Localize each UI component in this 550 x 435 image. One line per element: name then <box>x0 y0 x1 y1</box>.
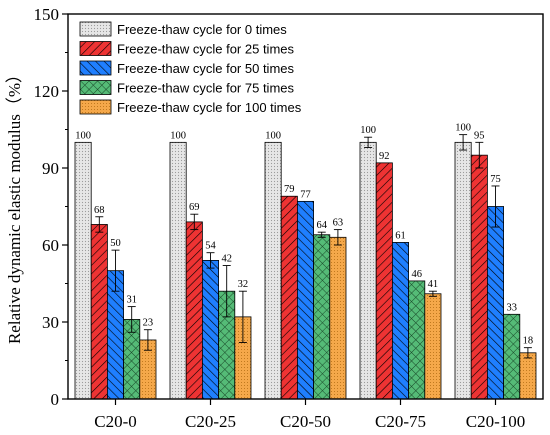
legend-label: Freeze-thaw cycle for 75 times <box>117 81 295 96</box>
bar <box>280 195 298 400</box>
data-label: 64 <box>316 220 327 231</box>
bar <box>264 141 282 400</box>
y-axis-title: Relative dynamic elastic modulus（%） <box>5 66 24 344</box>
data-label: 63 <box>333 218 344 229</box>
legend-swatch <box>79 60 112 76</box>
data-label: 46 <box>411 269 422 280</box>
data-label: 68 <box>94 205 105 216</box>
data-label: 41 <box>428 279 439 290</box>
data-label: 100 <box>455 123 471 134</box>
bar <box>503 313 521 400</box>
plot-border <box>67 13 544 400</box>
bar <box>296 200 314 400</box>
data-label: 61 <box>395 230 406 241</box>
data-label: 18 <box>523 336 534 347</box>
bar <box>391 242 409 400</box>
y-tick-label: 150 <box>34 5 60 24</box>
data-label: 50 <box>110 238 121 249</box>
data-label: 100 <box>170 130 186 141</box>
bar <box>74 141 92 400</box>
error-bars-group <box>95 134 532 359</box>
bar <box>424 293 442 400</box>
y-tick-label: 60 <box>42 236 59 255</box>
legend-label: Freeze-thaw cycle for 50 times <box>117 61 295 76</box>
bar <box>169 141 187 400</box>
bar <box>470 154 488 400</box>
data-label: 92 <box>379 151 390 162</box>
bar-series-group <box>74 141 537 400</box>
bar <box>201 259 219 400</box>
bar <box>359 141 377 400</box>
legend-swatch <box>79 99 112 115</box>
bar <box>185 221 203 400</box>
bar <box>519 352 537 400</box>
bar <box>408 280 426 400</box>
legend-swatch <box>79 80 112 95</box>
y-tick-label: 30 <box>42 313 59 332</box>
data-label: 100 <box>360 125 376 136</box>
legend: Freeze-thaw cycle for 0 times Freeze-thaw… <box>79 21 302 115</box>
plot-frame <box>67 13 544 400</box>
data-label: 31 <box>126 295 137 306</box>
data-label: 23 <box>143 318 154 329</box>
y-tick-label: 90 <box>42 159 59 178</box>
y-axis-title-group: Relative dynamic elastic modulus（%） <box>5 66 24 344</box>
legend-label: Freeze-thaw cycle for 100 times <box>117 100 302 115</box>
data-label: 77 <box>300 189 311 200</box>
legend-label: Freeze-thaw cycle for 0 times <box>117 22 287 37</box>
x-tick-label: C20-0 <box>94 412 137 431</box>
data-label: 100 <box>265 130 281 141</box>
y-tick-label: 0 <box>51 390 60 409</box>
y-axis-ticks: 0 30 60 90 120 150 <box>34 5 68 409</box>
bar <box>329 236 347 400</box>
data-label: 42 <box>221 254 232 265</box>
bar <box>486 206 504 400</box>
bar <box>313 234 331 400</box>
data-label: 79 <box>284 184 295 195</box>
data-label: 33 <box>506 302 517 313</box>
data-labels-group: 100 68 50 31 23 100 69 54 42 32 100 79 77 64 63 100 92 61… <box>75 123 533 347</box>
data-label: 100 <box>75 130 91 141</box>
data-label: 32 <box>238 279 249 290</box>
x-tick-label: C20-25 <box>185 412 236 431</box>
y-tick-label: 120 <box>34 82 60 101</box>
legend-label: Freeze-thaw cycle for 25 times <box>117 42 295 57</box>
legend-swatch <box>79 21 112 37</box>
bar <box>454 141 472 400</box>
x-tick-label: C20-75 <box>375 412 426 431</box>
x-tick-label: C20-50 <box>280 412 331 431</box>
legend-swatch <box>79 41 112 56</box>
bar <box>90 224 108 400</box>
data-label: 69 <box>189 202 200 213</box>
data-label: 95 <box>474 130 485 141</box>
bar <box>375 162 393 400</box>
data-label: 75 <box>490 174 501 185</box>
data-label: 54 <box>205 241 216 252</box>
x-axis-ticks: C20-0 C20-25 C20-50 C20-75 C20-100 <box>94 399 525 431</box>
x-tick-label: C20-100 <box>466 412 526 431</box>
